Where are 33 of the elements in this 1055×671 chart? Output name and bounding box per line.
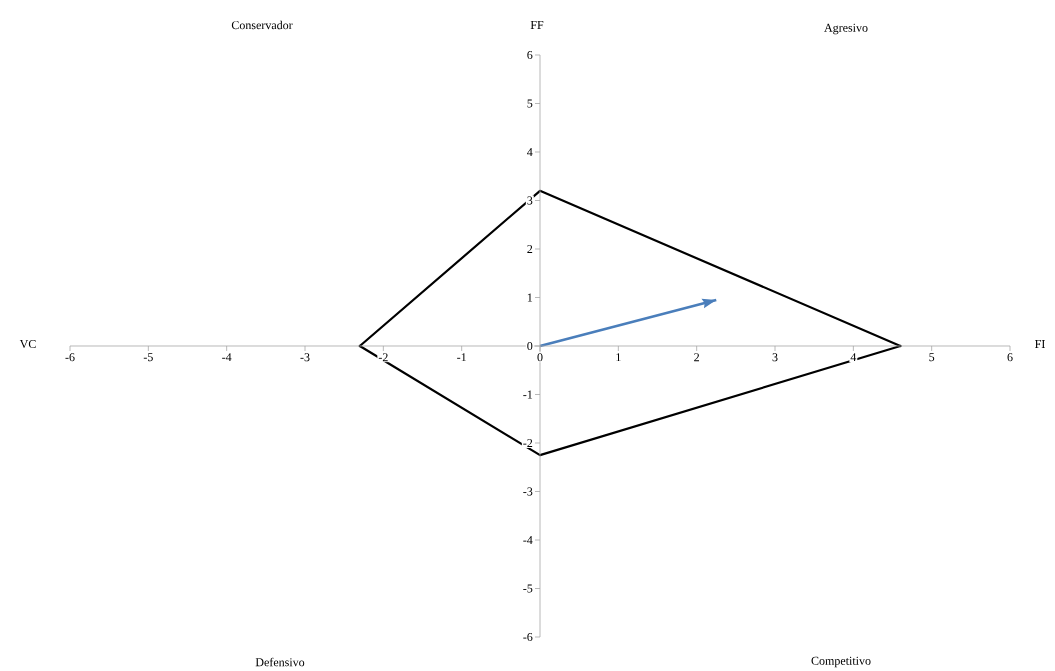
x-tick-label: 1 (616, 353, 621, 361)
y-tick-label: 6 (527, 50, 533, 59)
x-tick-label: -4 (222, 353, 232, 361)
y-tick-label: -4 (523, 535, 533, 544)
y-tick-label: -1 (523, 390, 533, 399)
y-tick-label: 3 (527, 196, 533, 205)
x-axis-title: FI (1035, 339, 1045, 348)
x-tick-label: 0 (537, 353, 543, 362)
y-tick-label: -2 (523, 438, 533, 447)
x-tick-label: 2 (694, 353, 700, 362)
x-tick-label: -3 (300, 353, 310, 362)
y-tick-label: 5 (527, 99, 533, 108)
y-tick-label: -6 (523, 632, 533, 641)
text: VC (19, 339, 36, 348)
x-tick-label: 3 (772, 353, 778, 362)
x-tick-label: 4 (850, 353, 857, 361)
y-tick-label: 0 (527, 341, 533, 350)
y-tick-label: -3 (523, 487, 533, 496)
x-tick-label: -1 (457, 353, 466, 361)
text: Conservador (231, 20, 293, 30)
text: Competitivo (811, 656, 871, 668)
y-tick-label: -5 (523, 584, 533, 593)
text: Agresivo (824, 23, 868, 35)
x-tick-label: -6 (65, 353, 75, 362)
text: Defensivo (255, 657, 305, 667)
y-tick-label: 4 (527, 147, 533, 156)
x-tick-label: 6 (1007, 353, 1013, 362)
x-tick-label: -2 (378, 353, 388, 362)
y-tick-label: 2 (527, 244, 533, 253)
x-tick-label: -5 (143, 353, 153, 362)
y-tick-label: 1 (527, 293, 533, 302)
x-tick-label: 5 (929, 353, 935, 362)
y-axis-title: FF (530, 20, 544, 29)
